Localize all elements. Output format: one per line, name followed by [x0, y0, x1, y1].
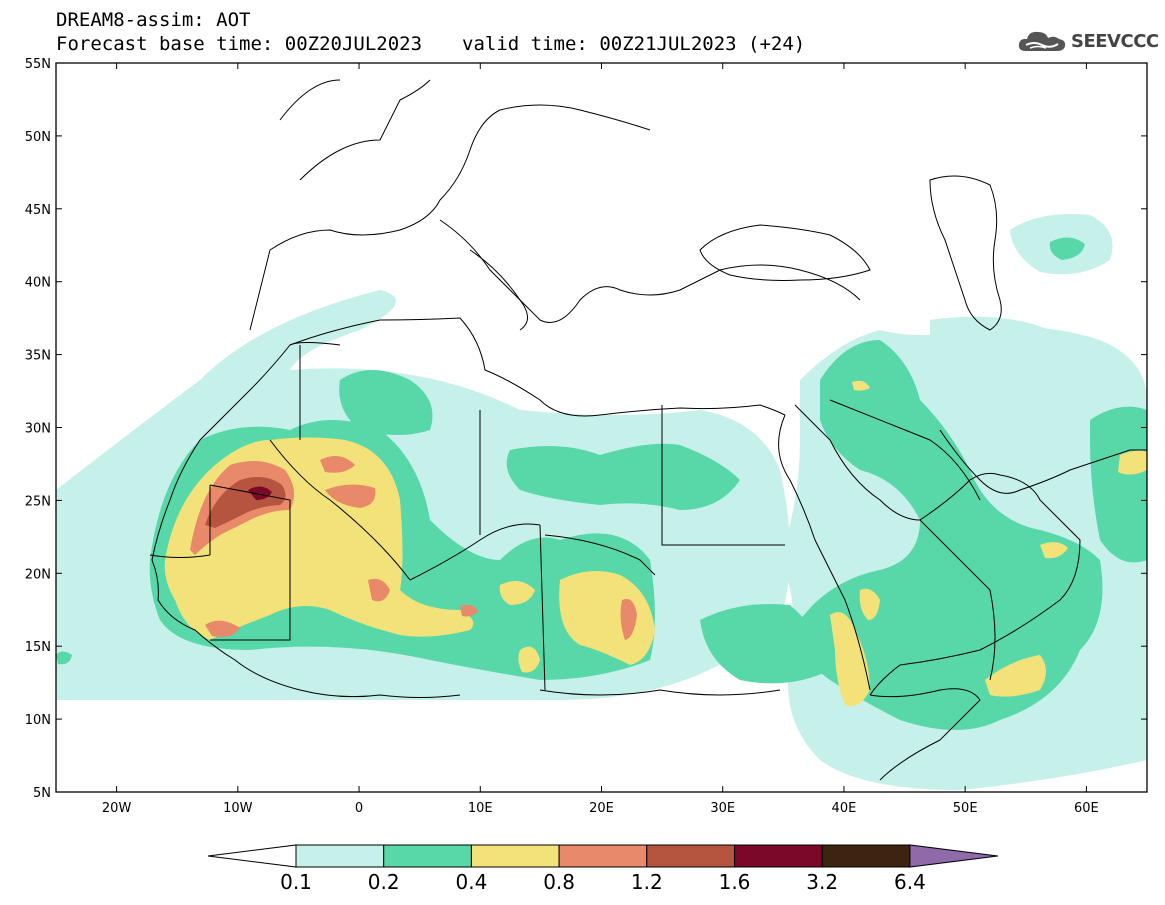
lon-label: 10W [223, 801, 253, 816]
time-info: Forecast base time: 00Z20JUL2023 valid ti… [56, 33, 805, 55]
colorbar-label: 0.2 [368, 870, 400, 894]
lat-label: 55N [25, 57, 51, 72]
cloud-icon [1018, 31, 1066, 51]
colorbar-label: 0.8 [543, 870, 575, 894]
logo-text: SEEVCCC [1071, 30, 1159, 52]
colorbar-label: 1.2 [631, 870, 663, 894]
lat-label: 50N [25, 130, 51, 145]
aot-level-1-6 [248, 486, 272, 500]
lat-label: 25N [25, 494, 51, 509]
lat-label: 5N [33, 786, 51, 801]
lon-label: 50E [953, 801, 978, 816]
lon-label: 60E [1074, 801, 1099, 816]
forecast-base-time: Forecast base time: 00Z20JUL2023 [56, 33, 423, 55]
lon-label: 10E [468, 801, 493, 816]
coastlines [149, 79, 1147, 781]
lat-label: 10N [25, 713, 51, 728]
lat-label: 15N [25, 640, 51, 655]
lon-label: 20W [102, 801, 132, 816]
axes: 55N 50N 45N 40N 35N 30N 25N 20N 15N 10N 5N 20W 10W 0 1… [25, 57, 1147, 816]
lat-label: 20N [25, 567, 51, 582]
colorbar-swatch [646, 844, 735, 868]
colorbar-label: 0.4 [455, 870, 487, 894]
colorbar-under-arrow [207, 844, 297, 868]
colorbar-swatch [470, 844, 560, 868]
colorbar-label: 1.6 [719, 870, 751, 894]
colorbar-over-arrow [909, 844, 998, 868]
valid-time: valid time: 00Z21JUL2023 (+24) [462, 33, 806, 55]
lat-label: 45N [25, 203, 51, 218]
seevccc-logo: SEEVCCC [1016, 26, 1159, 56]
aot-field [56, 214, 1147, 790]
colorbar-swatch [734, 844, 823, 868]
lon-label: 20E [589, 801, 614, 816]
colorbar-label: 3.2 [806, 870, 838, 894]
lon-label: 0 [355, 801, 363, 816]
map-title: DREAM8-assim: AOT [56, 9, 251, 31]
lat-label: 40N [25, 276, 51, 291]
lat-label: 35N [25, 349, 51, 364]
lon-label: 40E [832, 801, 857, 816]
lat-label: 30N [25, 422, 51, 437]
colorbar: 0.1 0.2 0.4 0.8 1.2 1.6 3.2 6.4 [207, 844, 998, 894]
colorbar-label: 6.4 [894, 870, 926, 894]
colorbar-label: 0.1 [280, 870, 312, 894]
colorbar-swatch [383, 844, 472, 868]
colorbar-swatch [821, 844, 911, 868]
lon-label: 30E [710, 801, 735, 816]
colorbar-swatch [558, 844, 648, 868]
colorbar-swatch [295, 844, 385, 868]
